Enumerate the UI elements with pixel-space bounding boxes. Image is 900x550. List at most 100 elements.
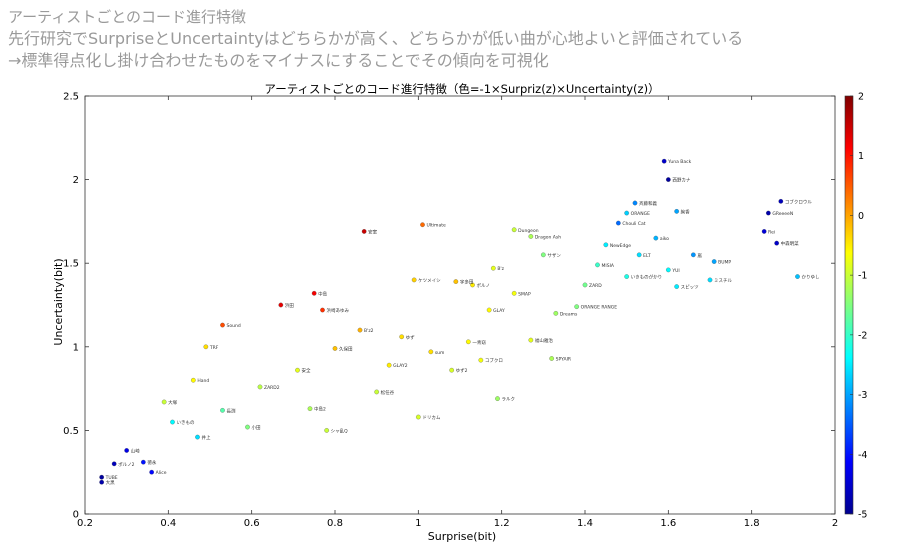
point-label: BUMP xyxy=(718,260,731,266)
point-label: 嵐 xyxy=(697,252,702,259)
plot-area xyxy=(84,95,836,515)
data-point xyxy=(465,339,471,345)
data-point xyxy=(170,419,175,425)
point-label: 小田 xyxy=(252,424,261,431)
point-label: aiko xyxy=(660,236,669,242)
data-point xyxy=(690,252,696,258)
point-label: 久保田 xyxy=(339,345,353,352)
data-point xyxy=(528,234,534,239)
point-label: 浜崎あゆみ xyxy=(327,307,350,314)
point-label: 山崎 xyxy=(131,447,140,454)
point-label: ELT xyxy=(643,253,651,259)
data-point xyxy=(361,229,367,234)
point-label: 中島 xyxy=(318,290,327,297)
data-point xyxy=(765,210,771,216)
x-tick-label: 0.6 xyxy=(244,518,260,529)
data-point xyxy=(420,222,425,228)
point-label: ラルク xyxy=(502,397,516,403)
data-point xyxy=(574,304,580,310)
point-label: B'z xyxy=(497,266,504,272)
point-label: 井上 xyxy=(202,434,211,441)
data-point xyxy=(761,229,767,234)
colorbar-tick-label: -2 xyxy=(858,330,867,341)
point-label: いきもの xyxy=(177,420,195,426)
point-label: MISIA xyxy=(602,263,615,269)
point-label: 斉藤和義 xyxy=(639,200,657,207)
x-tick-label: 0.2 xyxy=(77,518,93,529)
data-point xyxy=(203,344,209,350)
data-point xyxy=(332,346,338,351)
point-label: Chouli Cat xyxy=(622,221,645,227)
data-point xyxy=(386,362,392,368)
data-point xyxy=(615,220,621,226)
point-label: ドリカム xyxy=(422,415,440,421)
x-tick-label: 1 xyxy=(415,518,421,529)
data-point xyxy=(257,384,263,390)
data-point xyxy=(661,158,667,164)
point-label: Ultimate xyxy=(427,223,446,229)
data-point xyxy=(140,459,146,465)
data-point xyxy=(124,448,130,453)
x-tick-label: 0.8 xyxy=(327,518,343,529)
y-tick-label: 1 xyxy=(73,342,79,353)
point-label: GReeeeN xyxy=(772,211,793,217)
point-label: いきものがかり xyxy=(631,274,663,281)
chart-title: アーティストごとのコード進行特徴（色=-1×Surpriz(z)×Uncerta… xyxy=(264,82,659,96)
data-point xyxy=(528,337,534,343)
data-point xyxy=(478,357,484,363)
point-label: SMAP xyxy=(518,291,531,297)
data-point xyxy=(707,277,713,283)
point-label: サザン xyxy=(547,253,561,259)
data-point xyxy=(674,209,680,214)
point-label: ポルノ2 xyxy=(118,461,134,468)
point-label: TRF xyxy=(209,345,219,351)
colorbar-tick-label: -4 xyxy=(858,450,867,461)
data-point xyxy=(278,302,284,308)
point-label: ORANGE xyxy=(631,211,650,217)
data-point xyxy=(636,252,642,258)
point-label: sum xyxy=(435,351,445,356)
y-tick-label: 1.5 xyxy=(63,259,79,270)
y-tick-label: 0 xyxy=(73,510,79,521)
data-point xyxy=(665,267,671,273)
data-point xyxy=(428,349,434,355)
point-label: B'z2 xyxy=(364,328,374,334)
data-point xyxy=(595,262,600,268)
point-label: 徳永 xyxy=(147,459,156,466)
point-label: コブクロウル xyxy=(785,198,812,205)
point-label: Alice xyxy=(156,470,167,476)
data-point xyxy=(624,274,630,279)
y-tick-label: 2 xyxy=(73,175,79,186)
data-point xyxy=(99,479,105,485)
data-point xyxy=(778,198,784,204)
data-point xyxy=(324,428,330,433)
x-tick-label: 0.4 xyxy=(160,518,176,529)
data-point xyxy=(415,414,421,420)
point-label: 宇多田 xyxy=(460,279,474,286)
point-label: ゆず2 xyxy=(456,367,468,374)
point-label: ゆず xyxy=(406,334,415,341)
point-label: コブクロ xyxy=(485,357,503,364)
point-label: 中森明菜 xyxy=(781,240,799,247)
data-point xyxy=(486,307,492,313)
colorbar-tick-label: 0 xyxy=(858,211,864,222)
point-label: GLAY xyxy=(493,308,505,314)
data-point xyxy=(549,356,555,361)
point-label: 福山雅治 xyxy=(535,337,553,344)
point-label: シャ乱Q xyxy=(331,427,348,434)
point-label: 安室 xyxy=(368,228,377,235)
point-label: 安全 xyxy=(302,367,311,374)
data-point xyxy=(449,367,455,373)
point-label: ミスチル xyxy=(714,278,732,284)
point-label: Dreams xyxy=(560,311,578,317)
data-point xyxy=(624,210,630,216)
point-label: SPYAIR xyxy=(556,357,571,363)
point-label: 絢香 xyxy=(681,208,690,215)
point-label: Rei xyxy=(768,229,775,235)
point-label: TUBE xyxy=(105,475,118,481)
data-point xyxy=(582,282,588,288)
data-point xyxy=(307,406,313,412)
slide-note: →標準得点化し掛け合わせたものをマイナスにすることでその傾向を可視化 xyxy=(8,51,549,70)
point-label: 浜田 xyxy=(285,302,294,309)
